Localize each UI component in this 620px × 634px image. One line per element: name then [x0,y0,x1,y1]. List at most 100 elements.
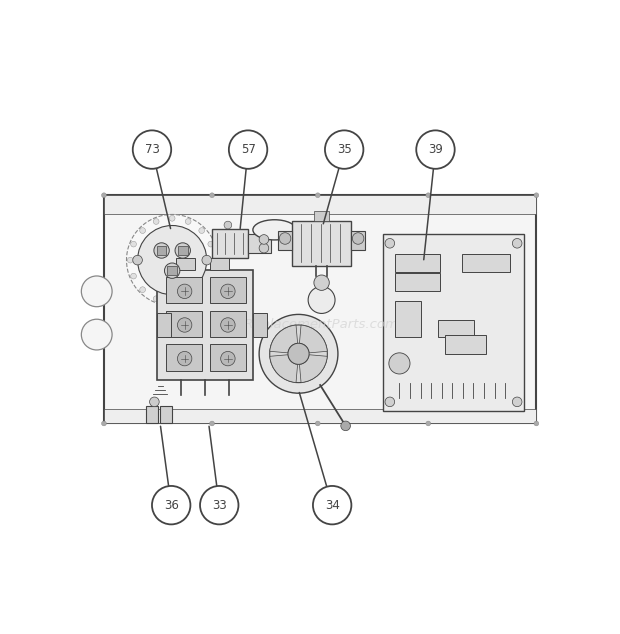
Bar [166,344,202,371]
Bar [445,335,486,354]
Circle shape [81,276,112,307]
Circle shape [316,193,320,198]
Circle shape [199,228,205,233]
Text: 33: 33 [212,499,227,512]
Circle shape [221,318,235,332]
Circle shape [133,131,171,169]
Ellipse shape [253,220,296,240]
Circle shape [131,273,136,279]
Circle shape [126,214,218,306]
Circle shape [211,257,217,263]
Circle shape [534,421,539,426]
Bar [210,277,246,303]
Circle shape [138,226,206,295]
Circle shape [259,243,268,253]
Bar [210,311,246,337]
Bar [212,229,248,257]
Circle shape [177,351,192,366]
Bar [176,257,195,269]
Circle shape [202,256,211,265]
Circle shape [270,325,327,383]
Circle shape [102,421,107,426]
Circle shape [208,241,214,247]
Bar [394,254,440,272]
Circle shape [133,256,143,265]
Circle shape [154,243,169,258]
Circle shape [385,397,394,406]
Circle shape [352,233,364,244]
Circle shape [128,257,133,263]
Circle shape [169,216,175,221]
Circle shape [177,318,192,332]
Text: 35: 35 [337,143,352,156]
Circle shape [426,421,431,426]
Circle shape [102,193,107,198]
Bar [146,406,157,422]
Bar [157,269,253,380]
Bar [104,409,536,424]
Circle shape [210,193,215,198]
Circle shape [325,131,363,169]
Circle shape [140,228,146,233]
Circle shape [316,421,320,426]
Bar [210,344,246,371]
Bar [210,257,229,269]
Bar [394,301,421,337]
Circle shape [259,314,338,393]
Bar [104,195,536,424]
Circle shape [81,319,112,350]
Circle shape [385,238,394,248]
Bar [292,221,352,266]
Bar [157,246,166,256]
Bar [167,266,177,276]
Circle shape [169,299,175,305]
Wedge shape [299,325,327,353]
Circle shape [185,219,191,224]
Bar [394,273,440,292]
Bar [253,313,267,337]
Bar [166,277,202,303]
Bar [314,211,329,221]
Wedge shape [299,355,327,382]
Circle shape [279,233,291,244]
Circle shape [153,219,159,224]
Circle shape [185,296,191,302]
Circle shape [341,421,350,430]
Circle shape [389,353,410,374]
Bar [278,231,292,250]
Bar [157,313,171,337]
Bar [462,254,510,272]
Circle shape [426,193,431,198]
Bar [248,234,271,253]
Circle shape [313,486,352,524]
Bar [104,195,536,214]
Bar [383,234,525,411]
Circle shape [229,131,267,169]
Circle shape [153,296,159,302]
Circle shape [314,275,329,290]
Circle shape [208,273,214,279]
Text: 73: 73 [144,143,159,156]
Circle shape [221,284,235,299]
Circle shape [221,351,235,366]
Circle shape [177,284,192,299]
Circle shape [131,241,136,247]
Text: eReplacementParts.com: eReplacementParts.com [237,318,399,332]
Text: 39: 39 [428,143,443,156]
Circle shape [149,397,159,406]
Text: 34: 34 [325,499,340,512]
Circle shape [210,421,215,426]
Circle shape [288,343,309,365]
Circle shape [416,131,454,169]
Circle shape [152,486,190,524]
Circle shape [308,287,335,313]
Circle shape [512,238,522,248]
Text: 57: 57 [241,143,255,156]
Circle shape [199,287,205,292]
Circle shape [259,235,268,244]
Circle shape [164,263,180,278]
Circle shape [224,221,232,229]
Wedge shape [270,355,298,382]
Circle shape [140,287,146,292]
Circle shape [512,397,522,406]
